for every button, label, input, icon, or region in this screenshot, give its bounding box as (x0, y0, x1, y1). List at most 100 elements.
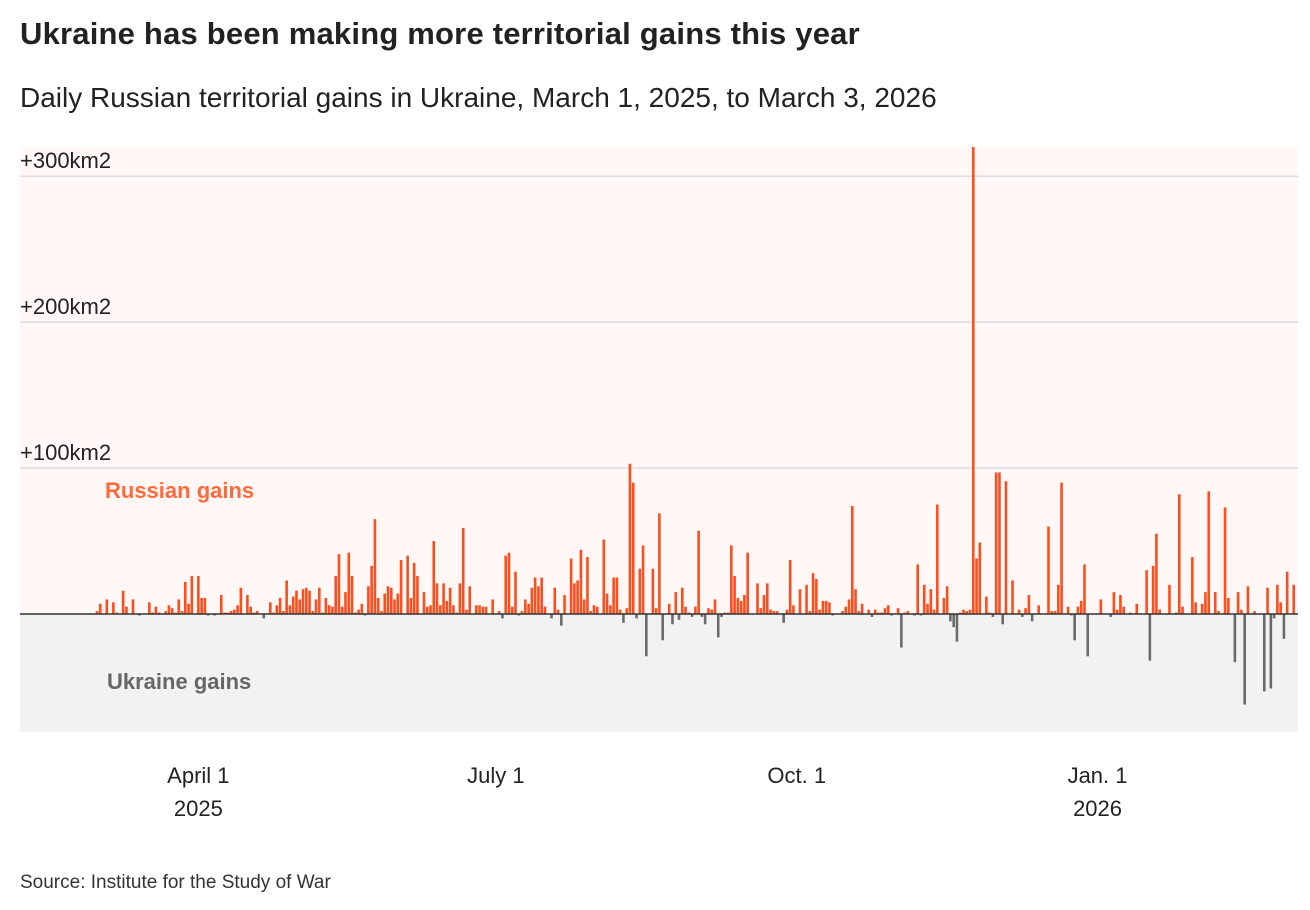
russian-gain-bar (148, 602, 151, 614)
russian-gain-bar (497, 611, 501, 614)
russian-gain-bar (389, 587, 393, 614)
ukraine-gain-bar (1263, 614, 1266, 692)
russian-gain-bar (808, 611, 812, 614)
russian-gain-bar (1227, 597, 1230, 614)
russian-gain-bar (537, 586, 540, 614)
russian-gain-bar (1217, 611, 1220, 614)
gridlines (20, 175, 1298, 469)
ukraine-gain-bar (635, 614, 638, 619)
russian-gain-bar (906, 611, 910, 614)
russian-gain-bar (347, 552, 351, 614)
russian-gain-bar (1053, 611, 1057, 614)
russian-gain-bar (177, 599, 181, 614)
ukraine-gain-bar (1272, 614, 1276, 619)
russian-gain-bar (1050, 611, 1054, 614)
ukraine-gain-bar (1073, 614, 1076, 641)
russian-gain-bar (609, 605, 612, 614)
russian-gain-bar (1207, 491, 1211, 614)
russian-gain-bar (468, 586, 472, 614)
russian-gain-bar (340, 606, 344, 614)
y-axis: +100km2 +200km2 +300km2 (20, 148, 111, 465)
russian-gain-bar (756, 583, 759, 614)
russian-gain-bar (586, 557, 589, 614)
russian-gain-bar (867, 609, 870, 614)
russian-gain-bar (298, 599, 302, 614)
russian-gain-bar (730, 545, 733, 614)
russian-gain-bar (628, 463, 632, 614)
ukraine-gain-bar (1269, 614, 1273, 689)
ukraine-gain-bar (720, 614, 723, 617)
russian-gain-bar (540, 577, 543, 614)
russian-gain-bar (1076, 606, 1080, 614)
russian-gain-bar (942, 597, 946, 614)
ukraine-gain-bar (1086, 614, 1090, 657)
russian-gain-bar (337, 554, 341, 614)
russian-gain-bar (1004, 481, 1008, 614)
russian-gain-bar (945, 586, 949, 614)
russian-gain-bar (1168, 584, 1171, 614)
russian-gain-bar (219, 595, 223, 614)
russian-gain-bar (527, 603, 530, 614)
russian-gain-bar (743, 595, 746, 614)
russian-gain-bar (474, 605, 478, 614)
russian-gain-bar (504, 555, 508, 615)
russian-gain-bar (929, 589, 933, 614)
russian-gain-bar (841, 611, 844, 614)
source-note: Source: Institute for the Study of War (20, 872, 331, 893)
russian-gain-bar (275, 605, 279, 614)
ukraine-gain-bar (1021, 614, 1024, 617)
russian-gain-bar (350, 576, 354, 614)
russian-gain-bar (968, 609, 972, 614)
russian-gain-bar (484, 606, 488, 614)
ukraine-gain-bar (716, 614, 720, 638)
russian-gain-bar (1135, 603, 1139, 614)
russian-gain-bar (707, 608, 710, 614)
russian-gain-bar (962, 609, 965, 614)
ukraine-gain-bar (1233, 614, 1237, 663)
ukraine-gain-bar (645, 614, 648, 657)
russian-gain-bar (710, 609, 714, 614)
russian-gain-bar (1037, 605, 1040, 614)
russian-gain-bar (573, 583, 576, 614)
russian-gain-bar (524, 599, 527, 614)
russian-gain-bar (239, 587, 243, 614)
russian-gain-bar (595, 606, 599, 614)
russian-gain-bar (1181, 606, 1184, 614)
russian-gain-bar (1177, 494, 1181, 614)
russian-gain-bar (1194, 602, 1197, 614)
ukraine-gains-label: Ukraine gains (107, 669, 251, 694)
ukraine-gain-bar (900, 614, 903, 648)
russian-gain-bar (187, 603, 190, 614)
russian-gain-bar (1112, 592, 1116, 614)
russian-gain-bar (357, 609, 360, 614)
russian-gain-bar (452, 605, 455, 614)
russian-gain-bar (592, 605, 596, 614)
russian-gain-bar (769, 609, 772, 614)
russian-gain-bar (936, 504, 939, 614)
russian-gain-bar (200, 597, 203, 614)
russian-gain-bar (314, 599, 318, 614)
russian-gain-bar (304, 587, 308, 614)
russian-gain-bar (183, 581, 187, 614)
russian-gain-bar (612, 577, 615, 614)
russian-gain-bar (380, 611, 383, 614)
russian-gain-bar (1155, 533, 1158, 614)
ukraine-gain-bar (1001, 614, 1005, 625)
russian-gain-bar (520, 611, 524, 614)
russian-gain-bar (236, 605, 239, 614)
russian-gain-bar (112, 602, 115, 614)
x-tick-label: April 1 (167, 763, 229, 788)
ukraine-gain-bar (1282, 614, 1286, 639)
russian-gain-bar (105, 599, 109, 614)
russian-gain-bar (514, 571, 517, 614)
ukraine-gain-bar (677, 614, 681, 620)
russian-gain-bar (285, 580, 288, 614)
russian-gain-bar (1266, 587, 1269, 614)
russian-gain-bar (788, 560, 792, 614)
russian-gain-bar (331, 606, 334, 614)
russian-gain-bar (1223, 507, 1227, 614)
russian-gain-bar (416, 576, 419, 614)
russian-gain-bar (694, 606, 697, 614)
russian-gain-bar (376, 597, 380, 614)
